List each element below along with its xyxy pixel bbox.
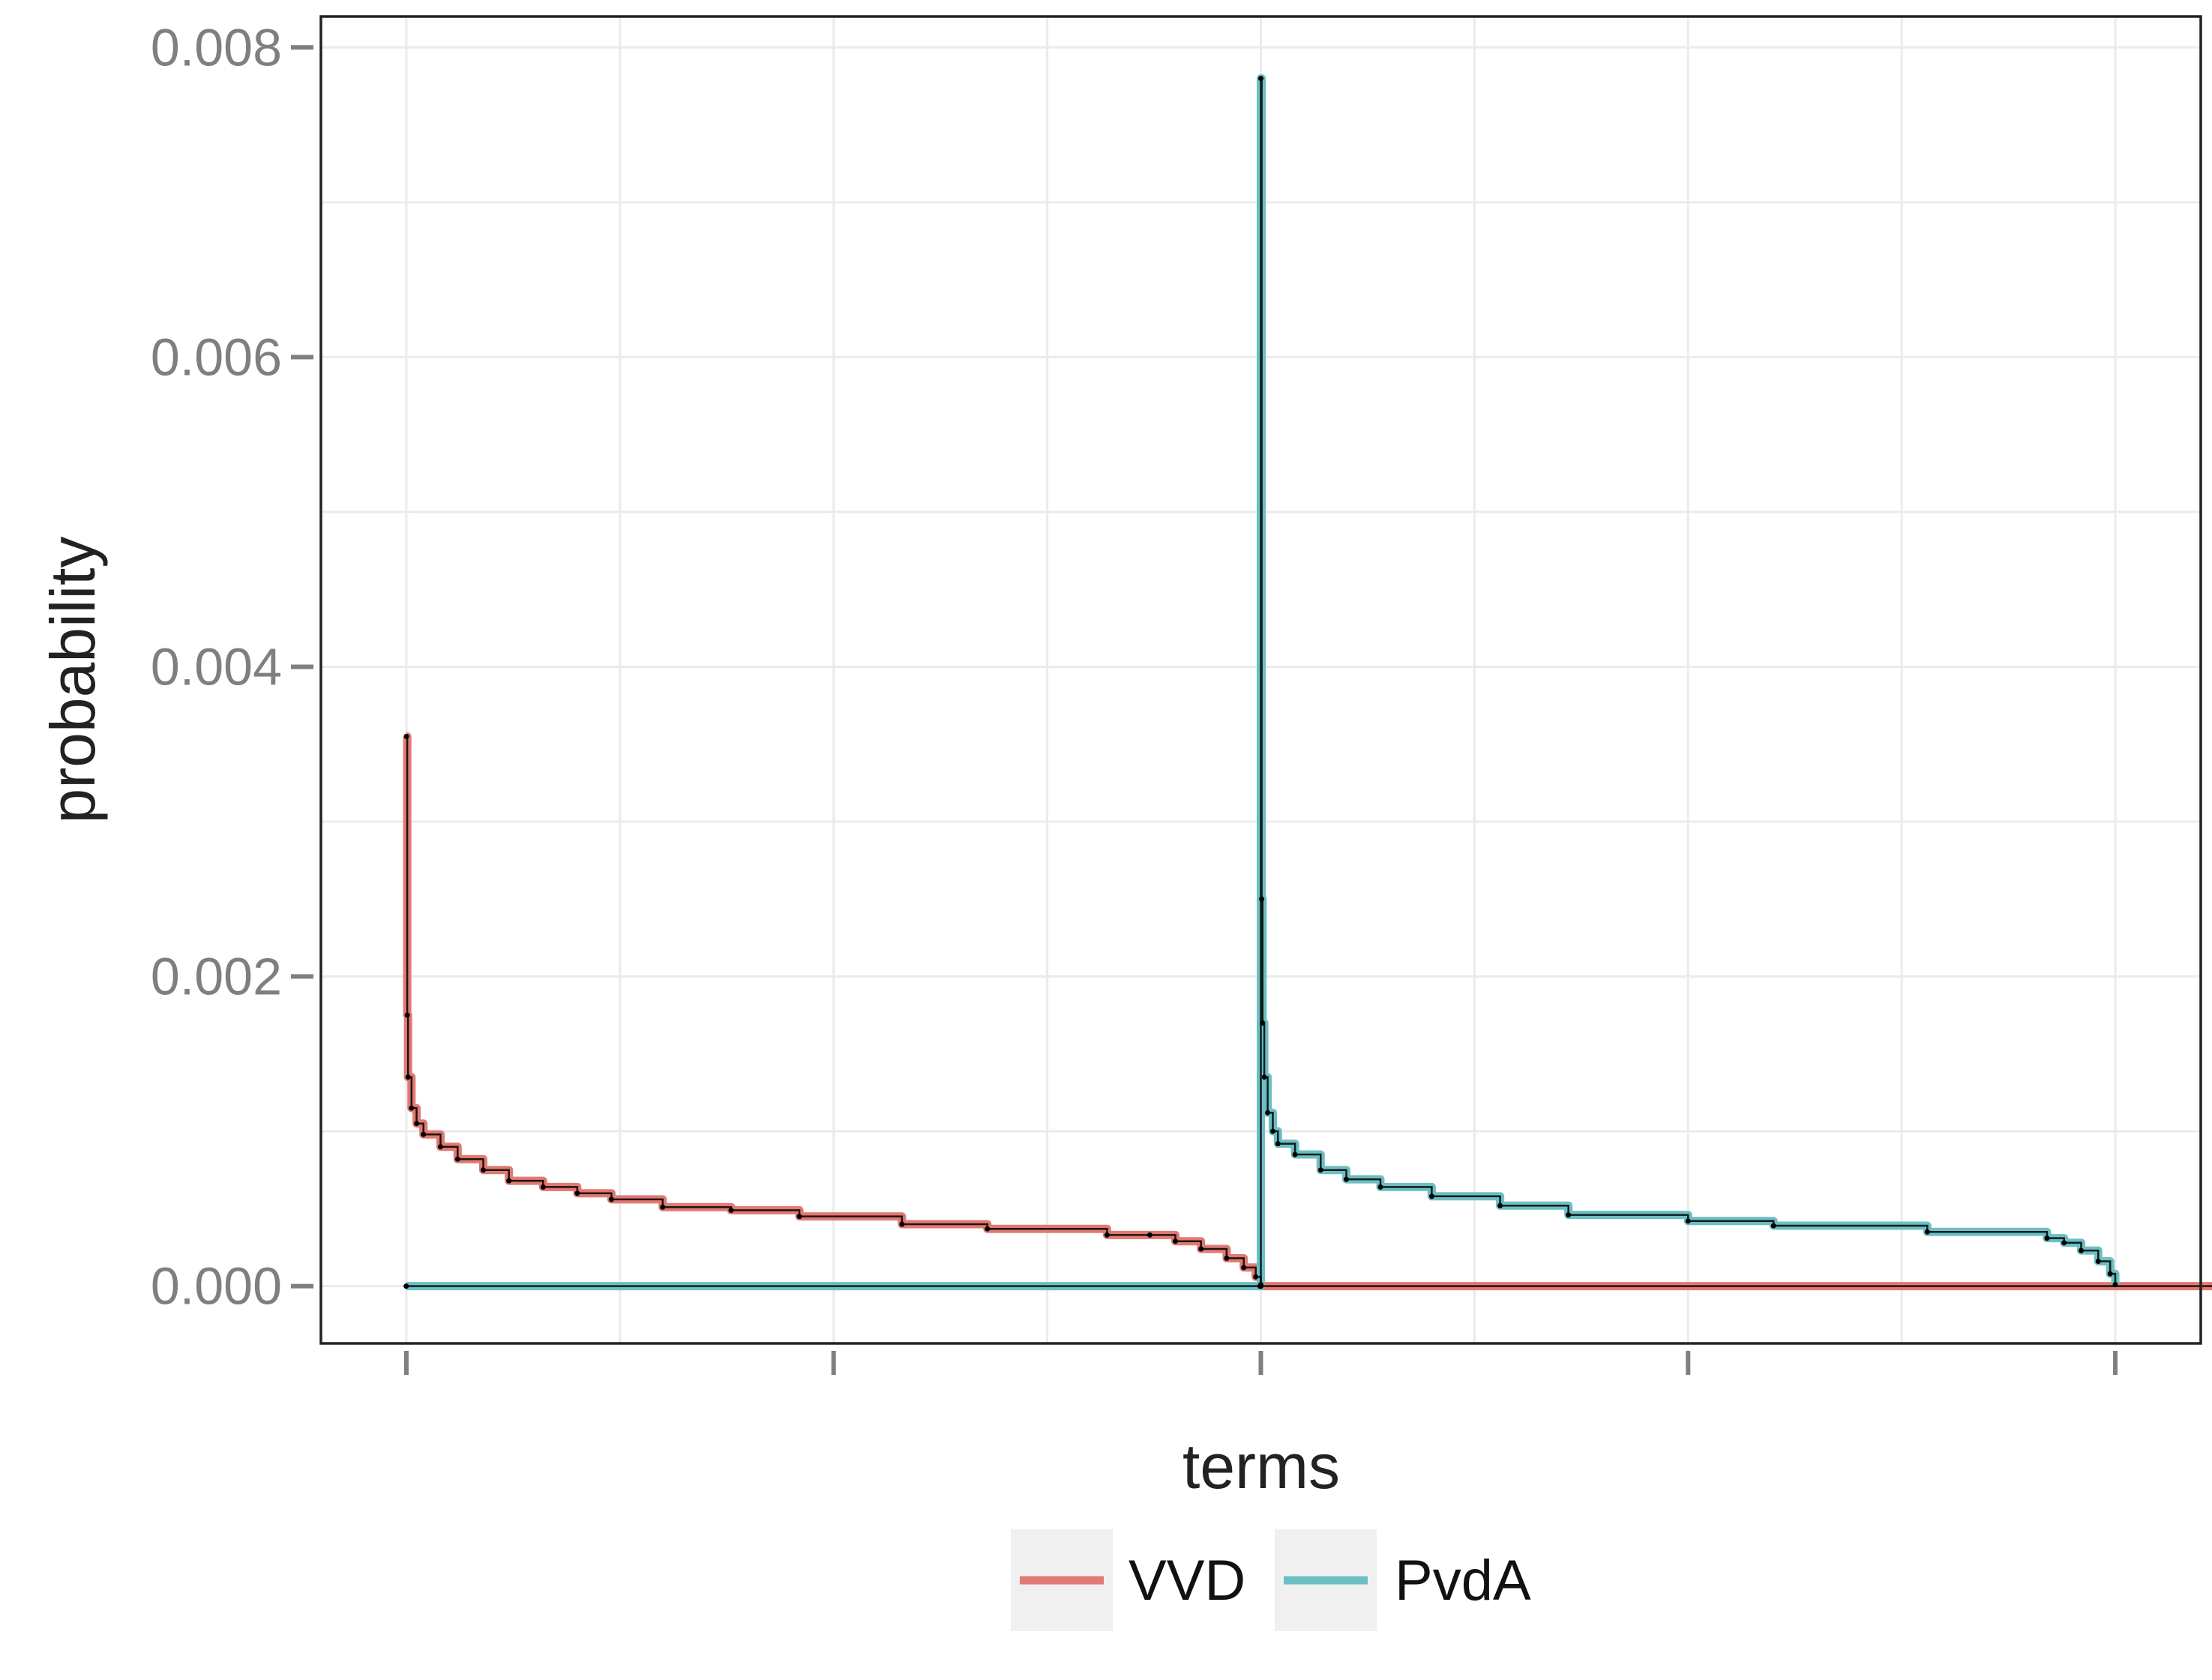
legend-item-vvd: VVD: [1011, 1529, 1245, 1631]
data-point-vvd: [421, 1131, 427, 1137]
data-point-vvd: [403, 733, 409, 739]
data-point-pvda: [1257, 1283, 1263, 1289]
data-point-pvda: [1685, 1218, 1691, 1224]
y-tick-label: 0.006: [151, 328, 282, 386]
data-point-pvda: [1344, 1176, 1349, 1182]
data-point-pvda: [1428, 1193, 1434, 1199]
legend-label-pvda: PvdA: [1395, 1549, 1531, 1613]
data-point-vvd: [414, 1121, 420, 1127]
data-point-pvda: [1270, 1128, 1275, 1134]
data-point-vvd: [985, 1226, 991, 1232]
data-point-pvda: [1258, 76, 1263, 82]
data-point-pvda: [2079, 1247, 2084, 1253]
data-point-pvda: [2112, 1282, 2118, 1287]
legend: VVD PvdA: [1011, 1529, 1531, 1631]
data-point-pvda: [2044, 1235, 2050, 1241]
data-point-vvd: [574, 1190, 580, 1196]
data-point-vvd: [506, 1178, 512, 1184]
data-point-vvd: [1241, 1265, 1247, 1271]
data-point-vvd: [409, 1105, 415, 1111]
data-point-pvda: [1261, 1074, 1267, 1080]
data-point-pvda: [1377, 1184, 1383, 1190]
y-tick-label: 0.002: [151, 948, 282, 1006]
data-point-vvd: [796, 1214, 802, 1220]
data-point-pvda: [2107, 1271, 2113, 1277]
data-point-pvda: [1260, 1020, 1266, 1026]
data-point-pvda: [1566, 1212, 1572, 1218]
plot-frame: [319, 15, 2202, 1345]
data-point-vvd: [481, 1167, 486, 1173]
data-point-vvd: [404, 1012, 410, 1018]
x-axis-title: terms: [1182, 1431, 1340, 1502]
data-point-pvda: [1317, 1167, 1323, 1173]
data-point-vvd: [540, 1184, 546, 1190]
data-point-vvd: [899, 1221, 905, 1227]
data-point-vvd: [608, 1196, 614, 1202]
legend-item-pvda: PvdA: [1275, 1529, 1531, 1631]
data-point-vvd: [660, 1204, 666, 1210]
data-point-vvd: [1253, 1274, 1259, 1280]
data-point-vvd: [438, 1144, 443, 1150]
data-point-pvda: [1275, 1141, 1281, 1147]
data-point-pvda: [1497, 1202, 1503, 1208]
data-point-vvd: [728, 1207, 734, 1213]
data-point-vvd: [1146, 1232, 1152, 1238]
data-point-vvd: [1173, 1238, 1178, 1244]
series-layer: [403, 74, 2212, 1291]
y-tick-label: 0.004: [151, 637, 282, 696]
data-point-pvda: [1770, 1223, 1776, 1229]
data-point-pvda: [1259, 896, 1265, 902]
data-point-vvd: [1198, 1246, 1204, 1252]
y-axis-title: probability: [37, 537, 108, 824]
legend-label-vvd: VVD: [1128, 1549, 1245, 1613]
data-point-pvda: [1265, 1110, 1271, 1116]
y-tick-label: 0.000: [151, 1257, 282, 1316]
data-point-pvda: [2095, 1259, 2101, 1264]
data-point-vvd: [1224, 1255, 1230, 1261]
data-point-pvda: [1292, 1151, 1298, 1157]
data-point-pvda: [2061, 1240, 2067, 1246]
y-tick-label: 0.008: [151, 18, 282, 76]
data-point-vvd: [405, 1074, 411, 1080]
data-point-vvd: [454, 1156, 460, 1162]
axes: 0.000 0.002 0.004 0.006 0.008: [151, 18, 2118, 1375]
data-point-pvda: [1924, 1229, 1930, 1235]
data-point-pvda: [403, 1283, 409, 1289]
data-point-vvd: [1104, 1232, 1110, 1238]
